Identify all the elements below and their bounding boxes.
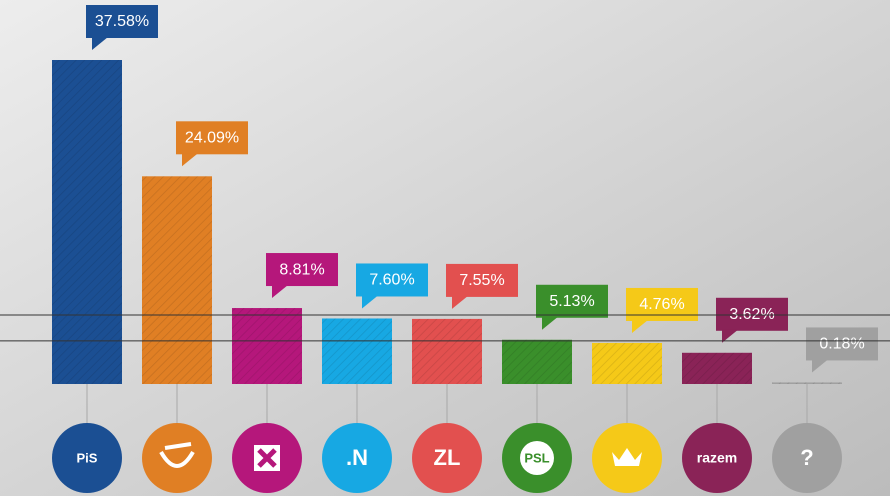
label-pointer <box>272 285 288 299</box>
label-box <box>176 121 248 155</box>
label-pointer <box>812 359 828 373</box>
label-box <box>446 263 518 297</box>
label-pointer <box>182 153 198 167</box>
value-label: 37.58% <box>95 13 149 30</box>
bar-hatch <box>772 382 842 384</box>
category-label: razem <box>697 450 737 466</box>
category-label: PiS <box>77 450 98 465</box>
label-pointer <box>632 319 648 333</box>
party-logo <box>52 423 122 493</box>
icon <box>612 448 642 466</box>
category-label: PSL <box>524 450 549 465</box>
party-logo <box>682 423 752 493</box>
value-label: 5.13% <box>549 293 594 310</box>
label-pointer <box>452 295 468 309</box>
bar-hatch <box>52 60 122 384</box>
icon <box>159 442 195 468</box>
label-box <box>356 263 428 297</box>
label-pointer <box>722 329 738 343</box>
value-label: 4.76% <box>639 296 684 313</box>
category-label: ? <box>800 445 813 470</box>
bar-hatch <box>502 339 572 384</box>
value-label: 0.18% <box>819 336 864 353</box>
label-pointer <box>362 295 378 309</box>
label-box <box>806 327 878 361</box>
bar-hatch <box>682 352 752 384</box>
bar-hatch <box>322 318 392 384</box>
value-label: 24.09% <box>185 130 239 147</box>
label-box <box>266 253 338 287</box>
bar-hatch <box>592 342 662 384</box>
label-box <box>536 284 608 318</box>
value-label: 3.62% <box>729 306 774 323</box>
bar-hatch <box>142 176 212 384</box>
bar-hatch <box>232 308 302 384</box>
label-box <box>86 5 158 38</box>
party-logo <box>772 423 842 493</box>
label-box <box>716 297 788 331</box>
value-label: 8.81% <box>279 261 324 278</box>
value-label: 7.60% <box>369 272 414 289</box>
party-logo <box>322 423 392 493</box>
party-logo <box>412 423 482 493</box>
category-label: .N <box>346 445 368 470</box>
plot: 37.58% PiS 24.09% 8.81% 7.60% .N 7.55% ZL 5.13% P… <box>0 5 890 493</box>
label-pointer <box>92 37 108 50</box>
icon <box>257 448 277 468</box>
label-pointer <box>542 316 558 330</box>
icon <box>520 441 554 475</box>
value-label: 7.55% <box>459 272 504 289</box>
party-logo <box>142 423 212 493</box>
category-label: ZL <box>434 445 461 470</box>
bar-hatch <box>412 318 482 384</box>
